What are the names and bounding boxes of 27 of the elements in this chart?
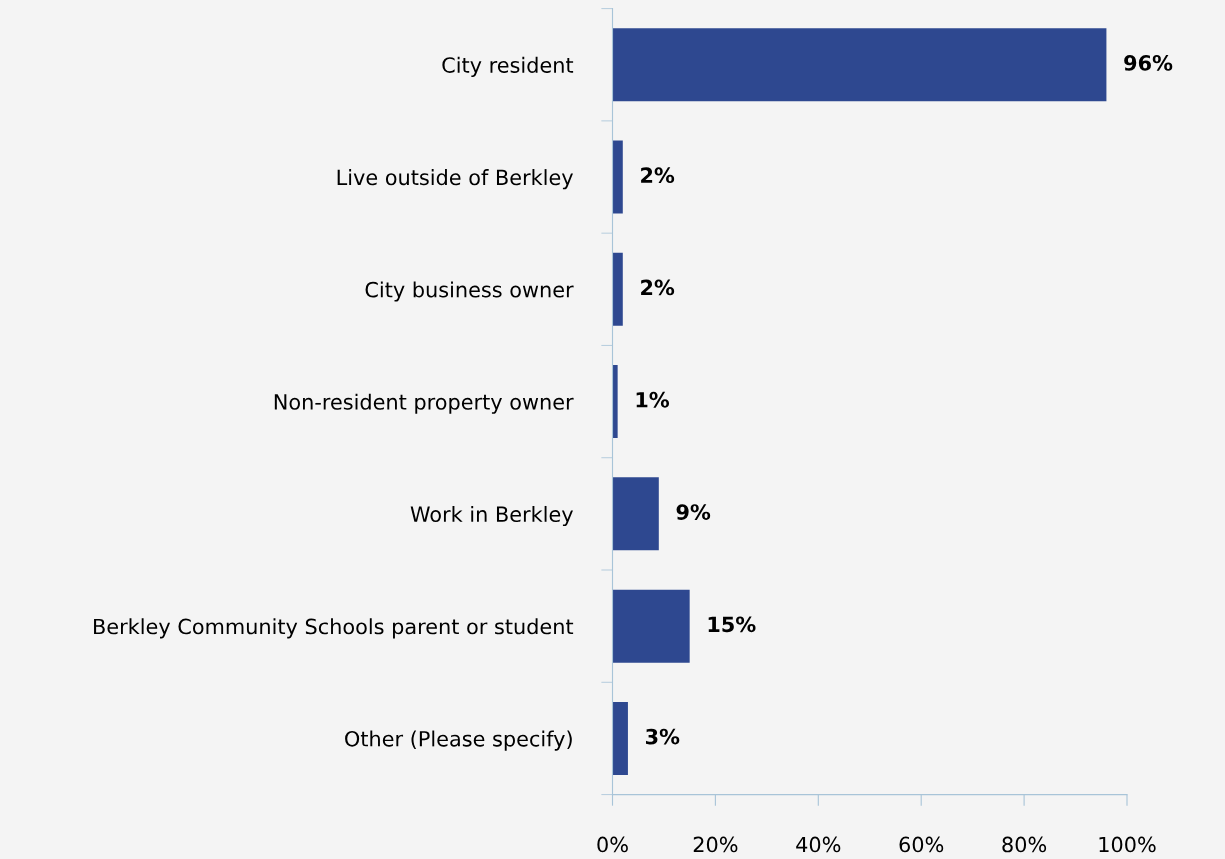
y-tick-label: Other (Please specify) <box>345 730 572 751</box>
y-tick-label: City resident <box>442 56 574 77</box>
data-label: 9% <box>676 504 711 520</box>
x-tick-label: 80% <box>1002 836 1047 853</box>
bar <box>612 140 623 214</box>
y-tick-label: Work in Berkley <box>410 505 573 527</box>
data-label: 3% <box>645 728 680 745</box>
data-label: 1% <box>636 391 670 408</box>
data-label: 2% <box>641 167 675 184</box>
x-tick-label: 100% <box>1099 836 1156 853</box>
x-tick-label: 40% <box>796 836 841 853</box>
bar <box>612 477 659 551</box>
bar <box>612 589 690 663</box>
bar <box>612 701 628 775</box>
bar <box>612 252 623 326</box>
x-tick-label: 0% <box>597 836 628 853</box>
y-tick-label: City business owner <box>365 281 574 302</box>
x-tick-label: 60% <box>899 836 944 853</box>
data-label: 15% <box>708 616 756 633</box>
y-tick-label: Berkley Community Schools parent or student <box>94 618 574 639</box>
y-tick-label: Non-resident property owner <box>274 393 574 414</box>
y-tick-label: Live outside of Berkley <box>337 169 573 190</box>
bar <box>612 28 1107 102</box>
data-label: 96% <box>1124 55 1173 71</box>
bar <box>612 365 618 439</box>
data-label: 2% <box>641 279 675 296</box>
x-tick-label: 20% <box>693 836 738 853</box>
